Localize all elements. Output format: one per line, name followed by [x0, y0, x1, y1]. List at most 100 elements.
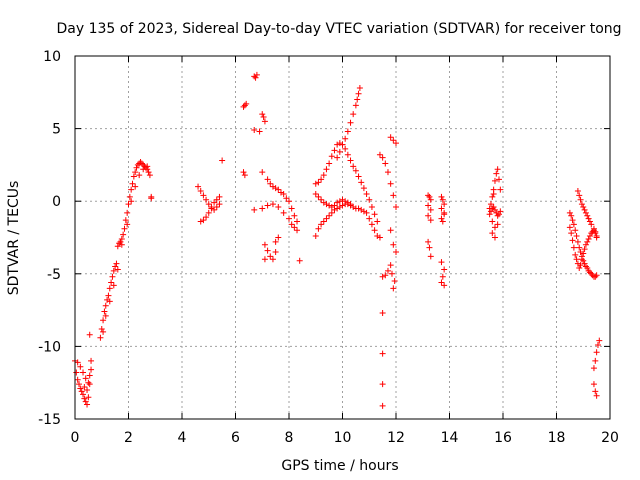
- data-point: [585, 215, 592, 222]
- x-axis-label: GPS time / hours: [281, 458, 398, 474]
- data-point: [272, 249, 279, 256]
- data-point: [106, 285, 113, 292]
- data-point: [336, 148, 343, 155]
- data-point: [114, 266, 121, 273]
- data-point: [427, 217, 434, 224]
- data-point: [593, 392, 600, 399]
- data-point: [331, 147, 338, 154]
- data-point: [146, 172, 153, 179]
- data-point: [272, 238, 279, 245]
- data-point: [291, 224, 298, 231]
- data-point: [197, 218, 204, 225]
- data-point: [391, 278, 398, 285]
- data-point: [358, 179, 365, 186]
- data-point: [347, 119, 354, 126]
- y-tick-label: 5: [52, 122, 61, 138]
- data-point: [85, 379, 92, 386]
- data-point: [98, 325, 105, 332]
- data-point: [269, 201, 276, 208]
- data-point: [494, 221, 501, 228]
- data-point: [205, 201, 212, 208]
- data-point: [441, 201, 448, 208]
- data-point: [593, 349, 600, 356]
- data-point: [148, 195, 155, 202]
- data-point: [323, 201, 330, 208]
- data-point: [77, 385, 84, 392]
- data-point: [114, 243, 121, 250]
- data-point: [490, 204, 497, 211]
- x-tick-label: 4: [178, 430, 187, 446]
- data-point: [77, 363, 84, 370]
- data-point: [493, 170, 500, 177]
- data-point: [264, 202, 271, 209]
- data-point: [347, 157, 354, 164]
- data-point: [379, 154, 386, 161]
- data-point: [118, 235, 125, 242]
- data-point: [84, 386, 91, 393]
- data-point: [326, 202, 333, 209]
- data-point: [110, 267, 117, 274]
- data-point: [312, 180, 319, 187]
- data-point: [573, 233, 580, 240]
- series-arc-rise: [86, 158, 155, 341]
- data-point: [581, 260, 588, 267]
- data-point: [241, 172, 248, 179]
- data-point: [264, 247, 271, 254]
- data-point: [427, 206, 434, 213]
- data-point: [275, 234, 282, 241]
- data-point: [347, 201, 354, 208]
- data-point: [269, 256, 276, 263]
- data-point: [368, 221, 375, 228]
- data-point: [80, 391, 87, 398]
- data-point: [387, 227, 394, 234]
- data-point: [342, 135, 349, 142]
- data-point: [280, 190, 287, 197]
- data-point: [76, 381, 83, 388]
- data-point: [326, 212, 333, 219]
- data-point: [438, 205, 445, 212]
- x-tick-label: 6: [231, 430, 240, 446]
- data-point: [124, 221, 131, 228]
- data-point: [568, 230, 575, 237]
- data-point: [328, 153, 335, 160]
- data-point: [576, 264, 583, 271]
- data-point: [497, 186, 504, 193]
- data-point: [596, 337, 603, 344]
- data-point: [275, 204, 282, 211]
- data-point: [334, 199, 341, 206]
- data-point: [390, 192, 397, 199]
- data-point: [493, 209, 500, 216]
- data-point: [134, 161, 141, 168]
- data-point: [197, 188, 204, 195]
- data-point: [360, 185, 367, 192]
- data-point: [133, 164, 140, 171]
- data-point: [136, 172, 143, 179]
- data-point: [572, 251, 579, 258]
- data-point: [368, 204, 375, 211]
- x-tick-label: 0: [71, 430, 80, 446]
- data-point: [336, 140, 343, 147]
- data-point: [390, 285, 397, 292]
- x-tick-label: 10: [334, 430, 352, 446]
- data-point: [388, 270, 395, 277]
- data-point: [73, 369, 80, 376]
- data-point: [581, 206, 588, 213]
- data-point: [588, 270, 595, 277]
- data-point: [590, 225, 597, 232]
- data-point: [267, 253, 274, 260]
- data-point: [213, 204, 220, 211]
- data-point: [425, 192, 432, 199]
- x-tick-label: 2: [124, 430, 133, 446]
- data-point: [384, 169, 391, 176]
- data-point: [259, 205, 266, 212]
- data-point: [116, 240, 123, 247]
- data-point: [580, 257, 587, 264]
- x-tick-label: 20: [601, 430, 619, 446]
- data-point: [200, 192, 207, 199]
- data-point: [427, 196, 434, 203]
- y-tick-label: 0: [52, 194, 61, 210]
- data-point: [211, 199, 218, 206]
- data-point: [318, 196, 325, 203]
- data-point: [426, 193, 433, 200]
- y-tick-label: -5: [47, 267, 61, 283]
